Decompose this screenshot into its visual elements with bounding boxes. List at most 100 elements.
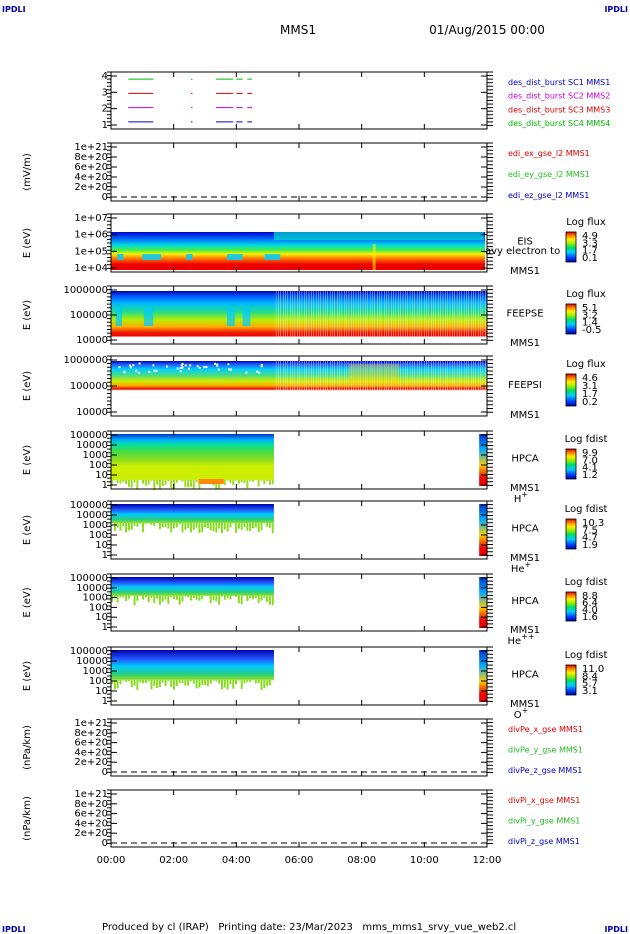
- hpca-edge-strip: [170, 595, 173, 598]
- legend-entry: divPi_y_gse MMS1: [508, 817, 580, 826]
- y-tick-label: 0: [102, 838, 108, 849]
- feepse-stripe: [353, 291, 356, 341]
- feepsi-stripe: [419, 361, 422, 401]
- hpca-ragged-edge: [111, 479, 274, 491]
- hpca-edge-strip: [215, 479, 218, 489]
- feepse-stripe: [403, 291, 406, 341]
- feepsi-stripe: [426, 361, 429, 401]
- hpca-edge-strip: [229, 595, 232, 600]
- feepse-stripe: [365, 291, 368, 341]
- feepsi-speckle-dot: [179, 366, 182, 369]
- hpca-edge-strip: [173, 522, 176, 529]
- hpca-edge-strip: [220, 595, 223, 597]
- y-axis-label: E (eV): [22, 228, 33, 258]
- y-tick-label: 1: [102, 480, 108, 491]
- hpca-edge-strip: [252, 679, 254, 681]
- feepse-stripe: [396, 291, 399, 341]
- hpca-edge-strip: [237, 679, 240, 681]
- feepsi-speckle-dot: [123, 371, 126, 374]
- feepsi-stripe: [440, 361, 443, 401]
- hpca-edge-strip: [119, 595, 122, 598]
- feepsi-stripe: [461, 361, 464, 401]
- colorbar-title: Log fdist: [565, 650, 608, 661]
- y-tick-label: 1e+07: [74, 213, 108, 224]
- y-tick-label: 8e+20: [74, 152, 108, 163]
- hpca-edge-strip: [147, 679, 150, 682]
- hpca-edge-strip: [178, 522, 181, 525]
- feepse-stripe: [295, 291, 298, 341]
- hpca-edge-strip: [215, 522, 218, 533]
- species-base: He: [511, 564, 525, 575]
- feepsi-stripe: [473, 361, 476, 401]
- hpca-edge-strip: [147, 595, 150, 603]
- hpca-edge-strip: [136, 595, 139, 601]
- panel-frame: [110, 71, 488, 130]
- hpca-edge-strip: [206, 595, 209, 597]
- colorbar-tick-label: 7.0: [582, 455, 598, 466]
- hpca-edge-strip: [266, 479, 269, 482]
- eis-dropout-2: [186, 254, 193, 260]
- hpca-edge-strip: [195, 595, 198, 600]
- hpca-edge-burst: [479, 504, 487, 556]
- hpca-edge-strip: [246, 479, 249, 489]
- hpca-edge-strip: [215, 679, 218, 682]
- hpca-edge-strip: [175, 679, 178, 687]
- feepsi-stripe: [339, 361, 342, 401]
- feepse-stripe: [436, 291, 439, 341]
- feepse-stripe: [304, 291, 307, 341]
- figure-title: MMS1: [280, 23, 316, 37]
- feepse-stripe: [457, 291, 460, 341]
- colorbar-tick-label: 8.4: [582, 671, 598, 682]
- species-charge: ++: [521, 632, 534, 641]
- colorbar-title: Log flux: [566, 359, 606, 370]
- hpca-edge-strip: [189, 479, 192, 487]
- hpca-edge-strip: [198, 679, 201, 688]
- hpca-spectrogram: [111, 577, 274, 596]
- feepsi-stripe: [299, 361, 302, 401]
- colorbar: [565, 591, 577, 622]
- feepse-striped-data: [273, 291, 488, 341]
- y-tick-label: 1: [102, 120, 108, 131]
- hpca-edge-strip: [192, 679, 195, 684]
- feepse-stripe: [320, 291, 323, 341]
- hpca-edge-strip: [164, 522, 167, 527]
- hpca-edge-strip: [153, 679, 156, 687]
- y-tick-label: 2e+20: [74, 757, 108, 768]
- feepsi-stripe: [325, 361, 328, 401]
- hpca-edge-strip: [184, 479, 187, 488]
- y-axis-label: (nPa/km): [22, 796, 33, 841]
- feepsi-speckle-dot: [132, 364, 135, 367]
- hpca-edge-strip: [204, 679, 207, 686]
- feepsi-stripe: [400, 361, 403, 401]
- y-tick-label: 1e+05: [74, 246, 108, 257]
- hpca-edge-strip: [189, 679, 192, 681]
- hpca-edge-strip: [184, 679, 187, 686]
- hpca-edge-strip: [187, 479, 190, 488]
- corner-label-bottom-left: IPDLI: [2, 925, 26, 934]
- y-tick-label: 6e+20: [74, 162, 108, 173]
- hpca-edge-strip: [212, 522, 215, 532]
- feepsi-speckle-dot: [137, 371, 140, 374]
- hpca-edge-strip: [156, 595, 159, 599]
- y-tick-label: 100000: [70, 500, 108, 511]
- hpca-edge-strip: [122, 595, 125, 598]
- hpca-edge-strip: [260, 479, 263, 481]
- feepse-stripe: [332, 291, 335, 341]
- x-tick-label: 12:00: [473, 855, 502, 866]
- feepsi-stripe: [483, 361, 486, 401]
- instrument-label: FEEPSI: [508, 380, 542, 391]
- y-tick-label: 1000000: [63, 355, 108, 366]
- feepse-stripe: [351, 291, 354, 341]
- hpca-edge-strip: [263, 522, 266, 524]
- hpca-edge-strip: [206, 522, 209, 529]
- hpca-edge-strip: [181, 479, 184, 482]
- feepsi-speckle-dot: [135, 369, 138, 372]
- hpca-edge-strip: [139, 679, 142, 683]
- hpca-edge-strip: [206, 679, 209, 687]
- feepse-stripe: [311, 291, 314, 341]
- feepse-stripe: [410, 291, 413, 341]
- hpca-edge-strip: [204, 522, 207, 528]
- hpca-edge-strip: [271, 479, 274, 485]
- y-tick-label: 4e+20: [74, 172, 108, 183]
